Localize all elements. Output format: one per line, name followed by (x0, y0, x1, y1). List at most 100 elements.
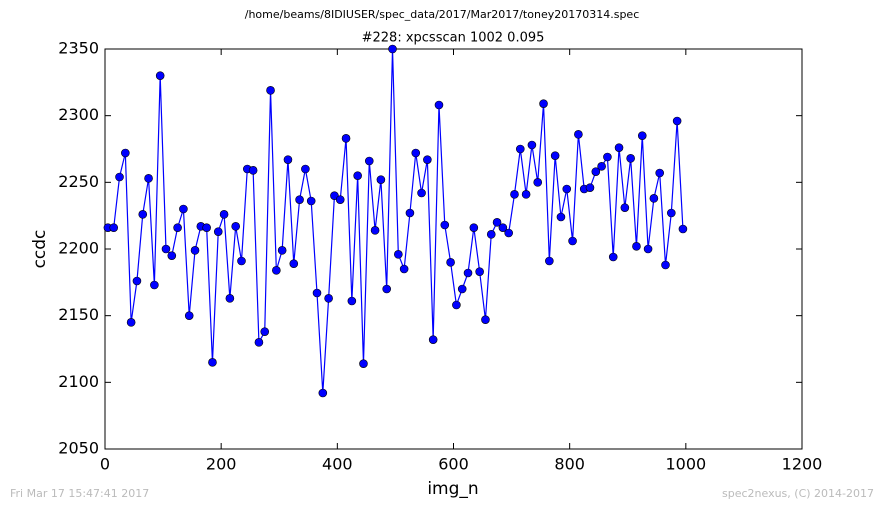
data-point (341, 134, 351, 143)
data-point (353, 171, 362, 180)
x-tick-label: 600 (438, 455, 469, 474)
data-point (399, 264, 409, 274)
data-point (126, 318, 136, 327)
data-point (486, 230, 496, 239)
data-point (661, 260, 670, 270)
data-point (388, 44, 397, 54)
data-point (446, 258, 455, 267)
data-point (190, 246, 200, 255)
y-axis-label: ccdc (30, 230, 50, 269)
x-tick-label: 800 (554, 455, 585, 474)
data-point (109, 223, 119, 232)
data-point (295, 195, 304, 204)
data-point (591, 167, 601, 176)
data-point (144, 174, 153, 183)
x-tick-label: 200 (206, 455, 237, 474)
data-point (597, 162, 606, 171)
x-tick-label: 400 (322, 455, 353, 474)
data-point (498, 223, 508, 232)
data-point (574, 130, 583, 139)
data-point (364, 156, 374, 166)
timestamp: Fri Mar 17 15:47:41 2017 (10, 487, 149, 500)
data-point (545, 256, 554, 266)
data-point (335, 195, 345, 204)
data-point (510, 190, 519, 199)
plot-frame (104, 48, 803, 450)
data-point (562, 184, 572, 194)
data-point (184, 311, 194, 320)
data-point (376, 175, 386, 184)
data-point (620, 203, 630, 212)
data-point (469, 223, 479, 232)
x-tick-label: 1200 (782, 455, 823, 474)
x-axis-label: img_n (427, 479, 478, 499)
y-tick-label: 2100 (58, 372, 99, 391)
data-point (277, 246, 287, 255)
data-point (272, 266, 281, 275)
chart-subtitle: #228: xpcsscan 1002 0.095 (362, 31, 545, 46)
data-point (347, 296, 357, 306)
x-tick-label: 1000 (665, 455, 706, 474)
data-point (283, 155, 293, 164)
data-point (179, 204, 188, 214)
data-point (481, 315, 490, 324)
data-point (266, 86, 275, 95)
data-point (603, 152, 612, 162)
data-point (672, 116, 682, 126)
data-point (504, 228, 513, 238)
data-point (475, 267, 484, 276)
data-point (213, 227, 223, 236)
data-point (138, 210, 148, 219)
y-tick-label: 2350 (58, 39, 99, 58)
data-point (568, 236, 577, 246)
data-point (208, 358, 217, 367)
data-point (248, 166, 258, 175)
data-point (643, 244, 653, 254)
data-point (312, 288, 322, 298)
chart-title: /home/beams/8IDIUSER/spec_data/2017/Mar2… (245, 8, 640, 21)
data-point (318, 388, 328, 398)
data-point (527, 140, 537, 150)
data-point (417, 188, 426, 198)
data-point (533, 178, 543, 187)
data-point (231, 222, 240, 231)
data-point (405, 208, 415, 218)
data-point (632, 242, 641, 251)
data-point (324, 294, 333, 303)
data-point (359, 359, 368, 368)
data-point (678, 224, 688, 234)
data-point (457, 284, 467, 294)
data-point (155, 71, 165, 80)
data-point (115, 172, 124, 182)
y-tick-label: 2150 (58, 305, 99, 324)
data-point (637, 131, 647, 140)
data-point (167, 251, 177, 260)
data-point (260, 327, 270, 336)
data-line (107, 48, 684, 394)
data-point (434, 100, 444, 110)
data-point (614, 143, 624, 152)
data-point (202, 223, 211, 232)
data-point (423, 155, 432, 164)
data-point (382, 284, 392, 294)
data-point (132, 276, 142, 286)
data-point (330, 191, 339, 200)
data-point (492, 218, 502, 227)
data-point (515, 144, 525, 154)
data-point (649, 194, 659, 203)
x-tick-label: 0 (100, 455, 110, 474)
data-point (150, 280, 159, 290)
data-point (585, 183, 595, 192)
data-point (428, 335, 438, 344)
data-point (394, 250, 403, 259)
data-point (667, 208, 676, 218)
credit: spec2nexus, (C) 2014-2017 (722, 487, 874, 500)
data-point (254, 338, 264, 347)
data-point (463, 268, 473, 278)
data-point (301, 164, 310, 174)
data-point (452, 300, 461, 310)
data-point (161, 244, 171, 254)
data-point (370, 226, 380, 235)
data-point (521, 190, 531, 199)
